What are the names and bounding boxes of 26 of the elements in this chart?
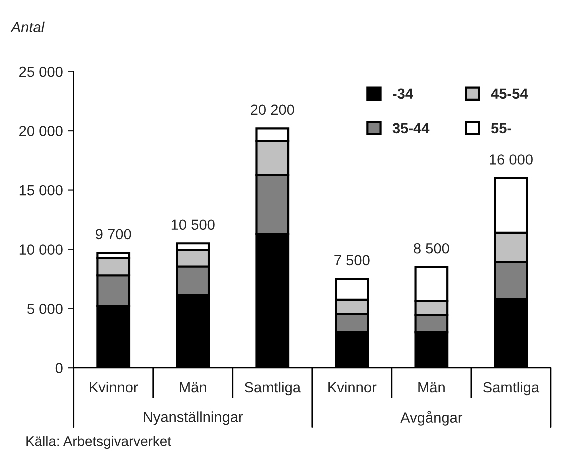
x-tick-label: Samtliga xyxy=(244,382,302,396)
total-label: 8 500 xyxy=(414,243,450,254)
text: Nyanställningar xyxy=(144,412,244,426)
y-tick-label: 25 000 xyxy=(20,66,63,78)
legend-label: -34 xyxy=(393,88,414,100)
total-label: 16 000 xyxy=(490,154,533,165)
text: Avgångar xyxy=(400,411,463,426)
x-tick-label: Män xyxy=(418,382,445,393)
x-tick-label: Samtliga xyxy=(483,382,540,396)
x-tick-label: Kvinnor xyxy=(328,382,377,393)
total-label: 20 200 xyxy=(251,104,294,116)
legend-label: 45-54 xyxy=(491,88,528,100)
legend-label: 35-44 xyxy=(392,123,430,134)
total-label: 7 500 xyxy=(334,255,370,266)
y-tick-label: 5 000 xyxy=(28,304,63,314)
total-label: 9 700 xyxy=(96,229,132,240)
x-tick-label: Män xyxy=(180,382,206,393)
legend-label: 55- xyxy=(491,123,512,134)
y-tick-label: 15 000 xyxy=(20,185,63,196)
y-tick-label: 20 000 xyxy=(20,126,63,136)
y-axis-title: Antal xyxy=(10,22,45,33)
text: Källa: Arbetsgivarverket xyxy=(26,436,172,450)
y-tick-label: 10 000 xyxy=(20,244,63,255)
x-tick-label: Kvinnor xyxy=(90,382,138,393)
y-tick-label: 0 xyxy=(56,363,63,374)
total-label: 10 500 xyxy=(172,220,215,230)
